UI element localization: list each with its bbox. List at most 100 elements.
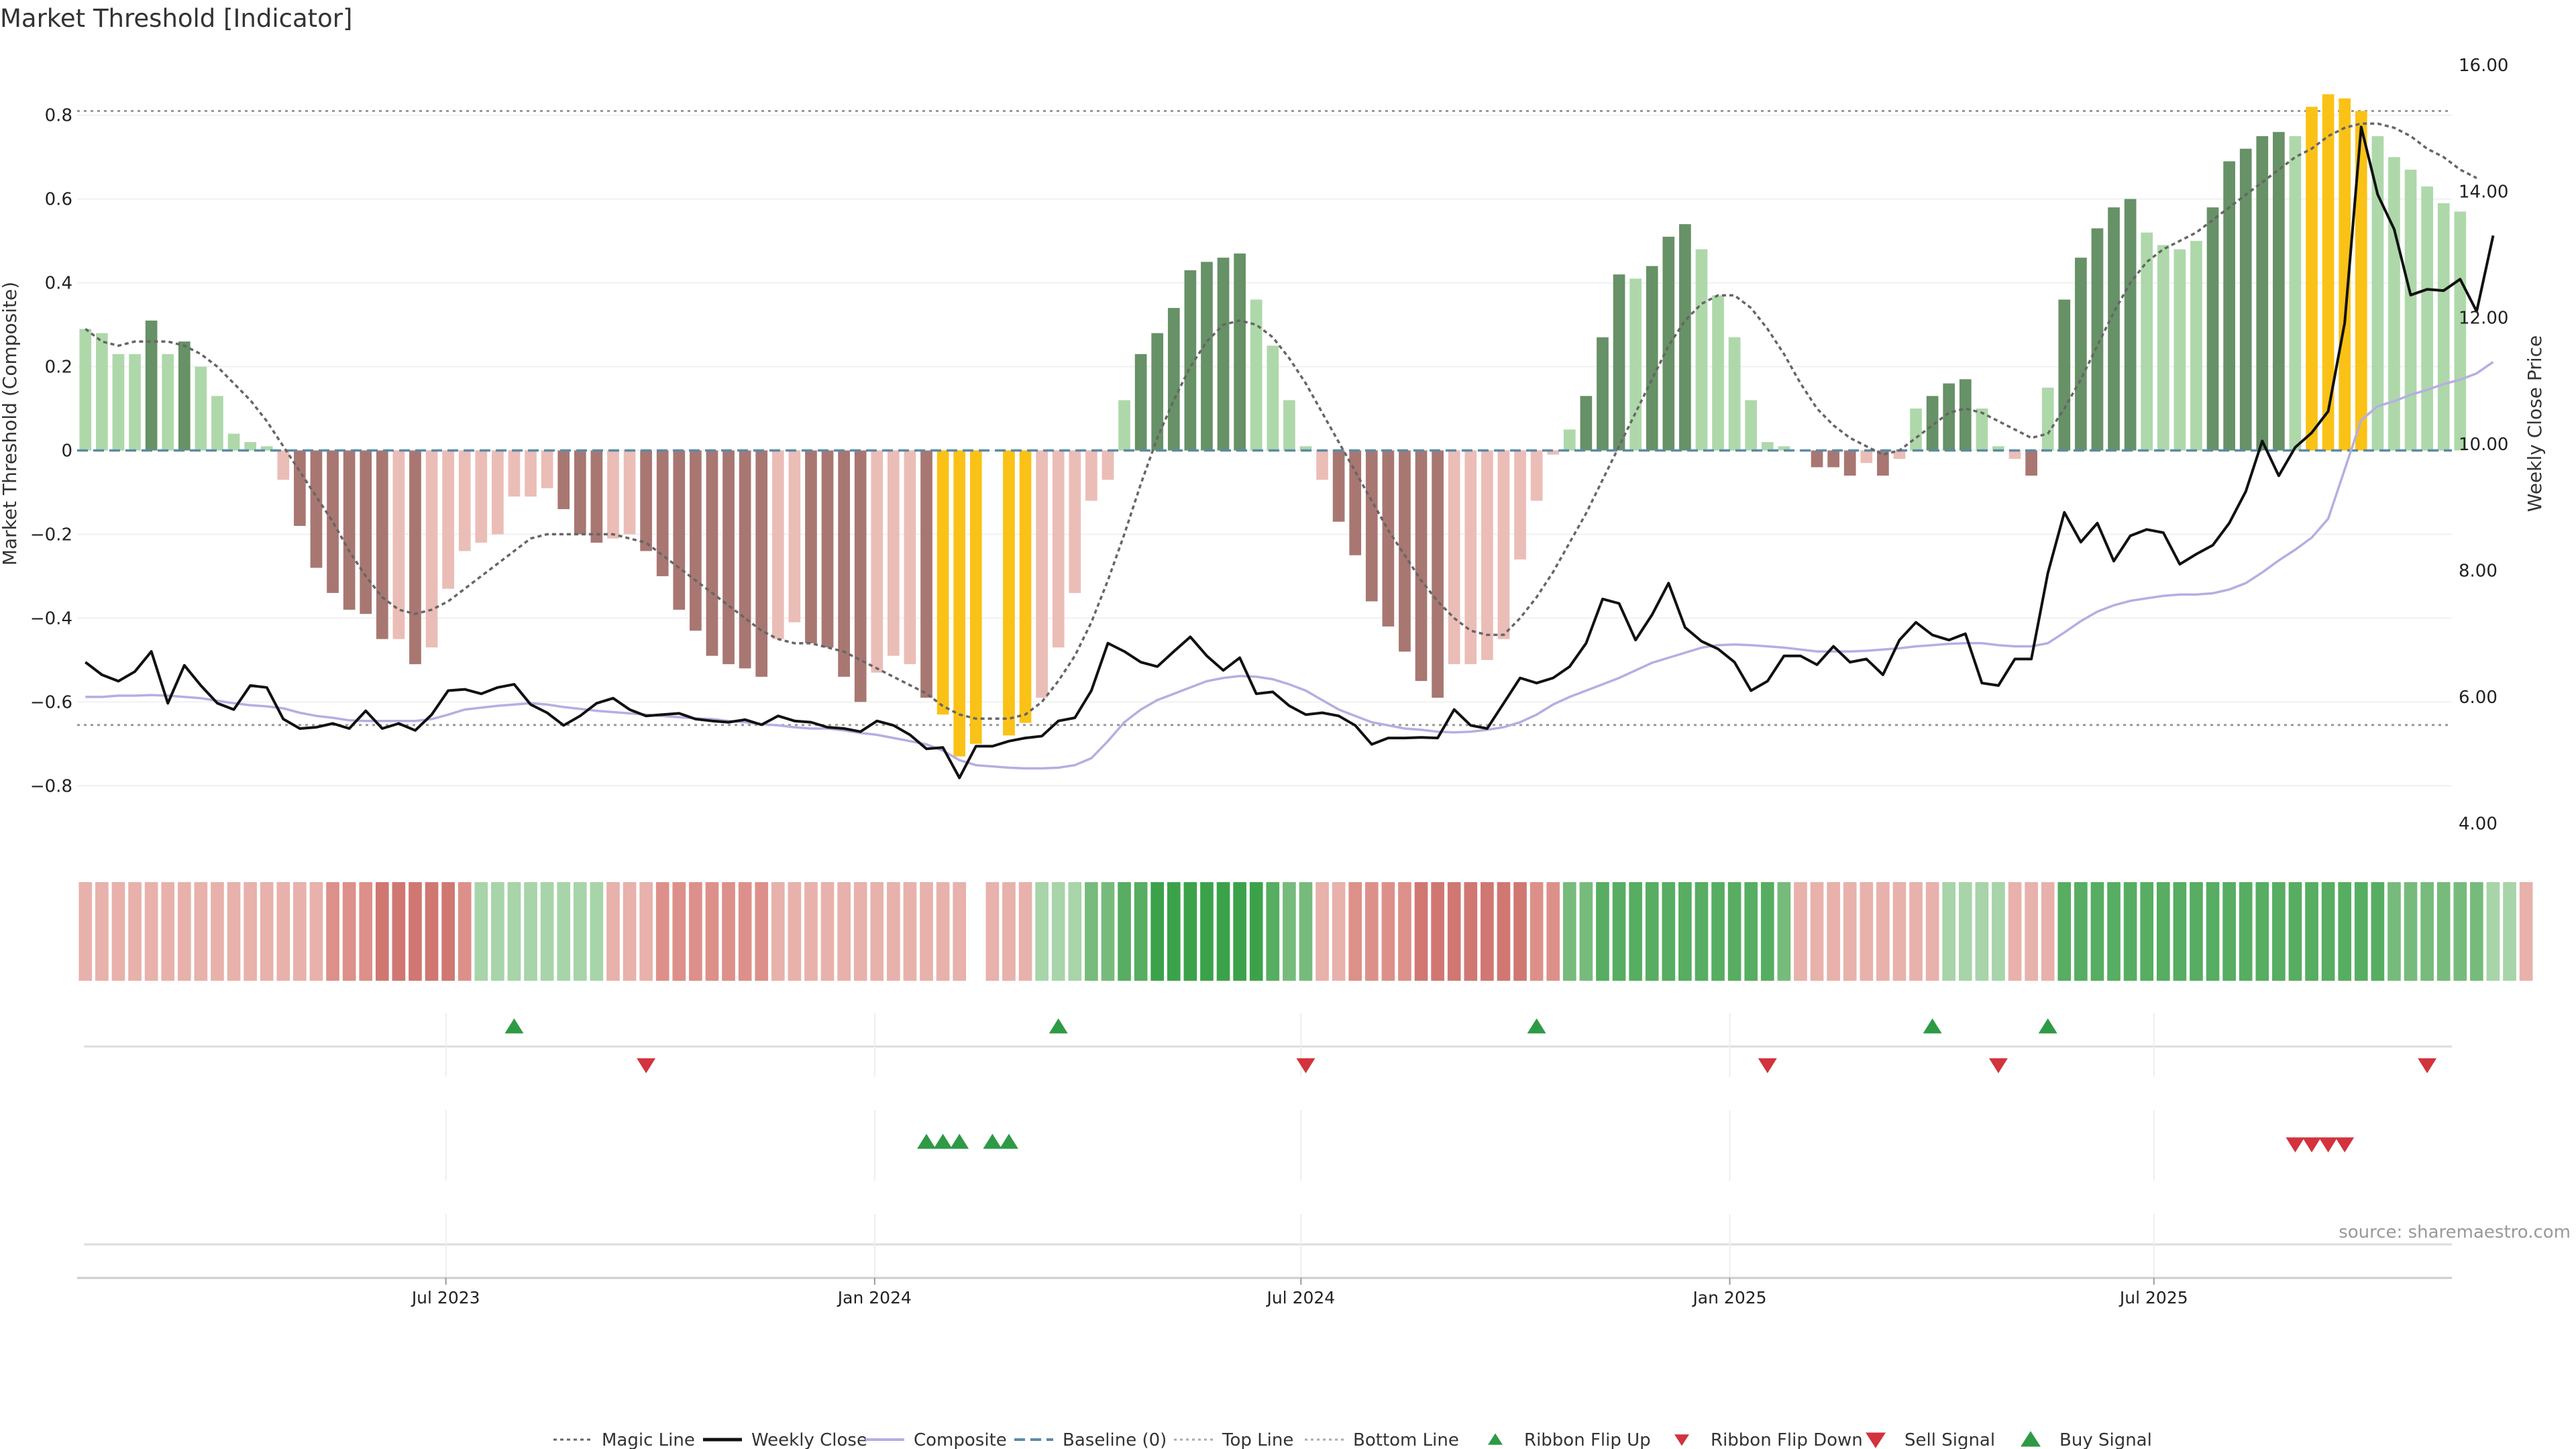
ribbon-cell [1035,882,1049,981]
legend-label: Composite [914,1430,1007,1449]
composite-bar [541,450,553,488]
ribbon-cell [1101,882,1115,981]
ribbon-cell [2453,882,2467,981]
composite-bar [1877,450,1889,476]
signal-panel [84,1013,2452,1278]
ribbon-cell [771,882,785,981]
ribbon-cell [194,882,208,981]
x-tick-label: Jul 2024 [1265,1288,1335,1307]
ribbon-cell [1876,882,1890,981]
ribbon-cell [1002,882,1016,981]
composite-bar [2339,98,2351,451]
ribbon-cell [1711,882,1725,981]
composite-bar [129,354,141,451]
composite-bar [1695,249,1708,451]
composite-bar [2454,211,2467,451]
ribbon-cell [1464,882,1478,981]
x-tick-label: Jan 2025 [1691,1288,1766,1307]
ribbon-cell [1481,882,1494,981]
ribbon-flip-down-marker [637,1058,656,1073]
composite-bar [607,450,619,539]
composite-bar [805,450,817,643]
composite-bar [2388,157,2400,451]
ribbon-cell [128,882,142,981]
composite-bar [904,450,916,665]
composite-bar [557,450,570,509]
ribbon-cell [1068,882,1082,981]
ribbon-cell [342,882,356,981]
composite-bar [1761,442,1774,451]
ribbon-cell [557,882,571,981]
composite-bar [1959,379,1972,451]
composite-bar [1745,400,1758,451]
sell-signal-marker [2302,1137,2322,1152]
ribbon-cell [788,882,802,981]
composite-bar [722,450,735,665]
composite-bar [1299,446,1312,451]
ribbon-cell [606,882,620,981]
composite-bar [376,450,388,639]
ribbon-cell [590,882,604,981]
buy-signal-marker [999,1134,1018,1149]
ribbon-cell [211,882,224,981]
composite-bar [277,450,290,480]
ribbon-cell [458,882,472,981]
ribbon-flip-up-marker [1527,1018,1546,1034]
ribbon-cell [2371,882,2385,981]
composite-bar [1432,450,1444,698]
ribbon-cell [1364,882,1379,981]
ribbon-cell [804,882,818,981]
y-tick-label: 0.2 [45,358,72,378]
ribbon-cell [244,882,257,981]
composite-bar [178,341,191,451]
ribbon-cell [1827,882,1840,981]
composite-bar [1893,450,1906,459]
composite-bar [2289,136,2302,451]
composite-bar [1118,400,1130,451]
buy-signal-marker [983,1134,1002,1149]
ribbon-cell [2156,882,2170,981]
legend-label: Buy Signal [2059,1430,2152,1449]
composite-bar [1712,295,1724,451]
composite-bar [1662,236,1675,451]
composite-bar [1151,333,1164,451]
composite-bar [2306,107,2318,451]
composite-bar [1910,409,1922,451]
composite-bar [821,450,834,648]
ribbon-cell [1662,882,1676,981]
ribbon-cell [1497,882,1511,981]
ribbon-cell [2239,882,2253,981]
ribbon-cell [1860,882,1874,981]
composite-bar [656,450,669,576]
ribbon-cell [1216,882,1230,981]
legend-label: Ribbon Flip Up [1524,1430,1651,1449]
legend-label: Top Line [1222,1430,1293,1449]
composite-bar [195,366,207,451]
ribbon-cell [1431,882,1444,981]
composite-bar [2273,131,2285,451]
buy-signal-marker [933,1134,953,1149]
ribbon-cell [1167,882,1181,981]
sell-signal-marker [2335,1137,2355,1152]
legend-label: Sell Signal [1904,1430,1995,1449]
legend-ribbon-flip-up [1488,1433,1503,1445]
ribbon-cell [985,882,1000,981]
composite-bar [1003,450,1015,736]
ribbon-cell [227,882,241,981]
y2-axis-title: Weekly Close Price [2524,335,2546,512]
y2-tick-label: 12.00 [2459,309,2508,329]
legend-buy-signal [2021,1431,2041,1447]
ribbon-cell [1942,882,1956,981]
composite-bar [2025,450,2037,476]
composite-bar [2157,245,2169,451]
composite-bar [162,354,174,451]
ribbon-cell [2387,882,2401,981]
ribbon-cell [507,882,521,981]
ribbon-cell [705,882,719,981]
composite-bar [1134,354,1147,451]
composite-bar [145,320,158,451]
ribbon-cell [375,882,389,981]
ribbon-cell [2090,882,2104,981]
ribbon-cell [2255,882,2269,981]
ribbon-flip-down-marker [1988,1058,2008,1073]
